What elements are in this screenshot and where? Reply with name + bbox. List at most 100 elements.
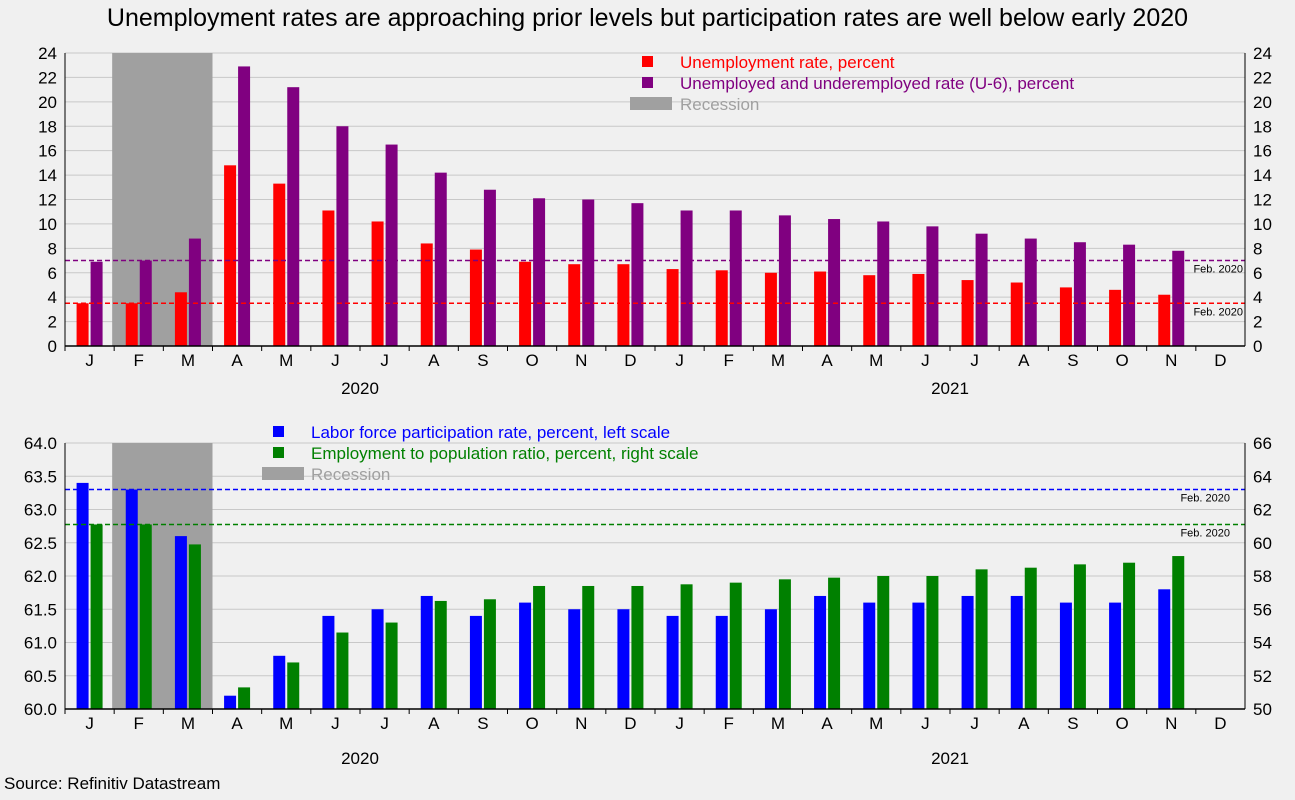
chart2-bar-s2 bbox=[778, 579, 791, 709]
chart1-bar-s1 bbox=[863, 275, 876, 346]
chart2-bar-s2 bbox=[680, 584, 693, 709]
chart2-x-tick-label: J bbox=[970, 714, 979, 733]
chart2-y-tick-left: 64.0 bbox=[24, 434, 57, 453]
chart1-x-tick-label: F bbox=[134, 351, 144, 370]
chart1-legend-label: Unemployment rate, percent bbox=[680, 53, 895, 72]
chart1-x-tick-label: F bbox=[724, 351, 734, 370]
chart1-bar-s2 bbox=[287, 87, 300, 346]
chart1-bar-s2 bbox=[483, 189, 496, 346]
chart2-bar-s2 bbox=[90, 524, 103, 709]
chart1-reference-label: Feb. 2020 bbox=[1193, 264, 1243, 276]
chart1-bar-s1 bbox=[764, 272, 777, 346]
chart2-bar-s1 bbox=[1109, 602, 1122, 709]
chart1-y-tick-right: 10 bbox=[1253, 215, 1272, 234]
chart1-x-tick-label: A bbox=[428, 351, 440, 370]
chart2-y-tick-left: 62.5 bbox=[24, 534, 57, 553]
chart2-bar-s2 bbox=[877, 576, 890, 709]
chart1-x-tick-label: J bbox=[85, 351, 94, 370]
chart1-x-tick-label: S bbox=[477, 351, 488, 370]
chart1-x-tick-label: A bbox=[821, 351, 833, 370]
chart1-bar-s2 bbox=[385, 144, 398, 346]
chart1-y-tick-left: 14 bbox=[38, 166, 57, 185]
chart1-bar-s2 bbox=[975, 233, 988, 346]
chart1-bar-s1 bbox=[322, 210, 335, 346]
chart1-y-tick-right: 12 bbox=[1253, 191, 1272, 210]
chart1-y-tick-right: 18 bbox=[1253, 117, 1272, 136]
chart2-bar-s1 bbox=[519, 602, 532, 709]
chart1-y-tick-right: 6 bbox=[1253, 264, 1262, 283]
chart2-bar-s1 bbox=[76, 482, 89, 709]
chart1-x-tick-label: J bbox=[921, 351, 930, 370]
chart2-bar-s1 bbox=[469, 615, 482, 709]
chart1-y-tick-right: 8 bbox=[1253, 239, 1262, 258]
chart2-x-tick-label: M bbox=[771, 714, 785, 733]
chart2-bar-s2 bbox=[434, 600, 447, 709]
chart2-bar-s1 bbox=[273, 655, 286, 709]
chart2-bar-s2 bbox=[1024, 567, 1037, 709]
chart1-y-tick-right: 24 bbox=[1253, 44, 1272, 63]
chart1-y-tick-right: 16 bbox=[1253, 142, 1272, 161]
chart1-x-tick-label: O bbox=[1115, 351, 1128, 370]
chart1-x-tick-label: M bbox=[279, 351, 293, 370]
chart2-bar-s1 bbox=[666, 615, 679, 709]
chart1-legend-swatch bbox=[642, 56, 653, 67]
chart2-legend-label: Employment to population ratio, percent,… bbox=[311, 444, 698, 463]
chart2-x-tick-label: S bbox=[477, 714, 488, 733]
chart1-bar-s2 bbox=[729, 210, 742, 346]
chart2-bar-s1 bbox=[715, 615, 728, 709]
chart1-y-tick-left: 24 bbox=[38, 44, 57, 63]
chart1-year-label: 2021 bbox=[931, 379, 969, 398]
chart1-bar-s1 bbox=[76, 303, 89, 346]
chart2-x-tick-label: J bbox=[85, 714, 94, 733]
chart2-bar-s1 bbox=[420, 595, 433, 709]
chart2-bar-s1 bbox=[224, 695, 237, 709]
chart1-bar-s2 bbox=[926, 226, 939, 346]
chart1-bar-s2 bbox=[1123, 244, 1136, 346]
chart1-bar-s1 bbox=[125, 303, 138, 346]
chart2-bar-s2 bbox=[729, 582, 742, 709]
chart1-y-tick-left: 20 bbox=[38, 93, 57, 112]
chart1-bar-s1 bbox=[715, 270, 728, 346]
chart2-bar-s2 bbox=[1172, 556, 1185, 709]
chart2-y-tick-right: 54 bbox=[1253, 634, 1272, 653]
chart2-x-tick-label: O bbox=[525, 714, 538, 733]
chart2-y-tick-right: 62 bbox=[1253, 501, 1272, 520]
chart1-x-tick-label: D bbox=[1214, 351, 1226, 370]
chart1-bar-s1 bbox=[814, 271, 827, 346]
chart2-x-tick-label: A bbox=[231, 714, 243, 733]
chart2-bar-s2 bbox=[336, 632, 349, 709]
chart2-x-tick-label: M bbox=[279, 714, 293, 733]
chart2-bar-s1 bbox=[814, 595, 827, 709]
chart2-x-tick-label: D bbox=[1214, 714, 1226, 733]
chart2-y-tick-right: 56 bbox=[1253, 600, 1272, 619]
chart2-bar-s2 bbox=[287, 662, 300, 709]
source-note: Source: Refinitiv Datastream bbox=[4, 774, 221, 793]
chart1-y-tick-left: 8 bbox=[48, 239, 57, 258]
chart2-y-tick-right: 50 bbox=[1253, 700, 1272, 719]
chart2-bar-s1 bbox=[912, 602, 925, 709]
chart2-x-tick-label: J bbox=[380, 714, 389, 733]
chart1-y-tick-left: 18 bbox=[38, 117, 57, 136]
chart1-bar-s2 bbox=[188, 238, 201, 346]
chart1-bar-s1 bbox=[174, 292, 187, 346]
chart2-x-tick-label: S bbox=[1067, 714, 1078, 733]
chart2-x-tick-label: A bbox=[821, 714, 833, 733]
chart1-legend-swatch bbox=[642, 77, 653, 88]
chart1-bar-s1 bbox=[568, 264, 581, 346]
chart1-legend-swatch-recession bbox=[630, 97, 672, 110]
chart2-y-tick-right: 66 bbox=[1253, 434, 1272, 453]
chart-title: Unemployment rates are approaching prior… bbox=[106, 4, 1189, 32]
chart2-reference-label: Feb. 2020 bbox=[1180, 493, 1230, 505]
chart2-x-tick-label: N bbox=[575, 714, 587, 733]
chart1-bar-s1 bbox=[617, 264, 630, 346]
chart1-bar-s1 bbox=[1059, 287, 1072, 346]
chart2-bar-s2 bbox=[631, 585, 644, 709]
chart1-bar-s1 bbox=[961, 280, 974, 346]
chart1-x-tick-label: J bbox=[675, 351, 684, 370]
chart2-bar-s1 bbox=[764, 609, 777, 709]
chart2-bar-s1 bbox=[568, 609, 581, 709]
chart2-legend-swatch bbox=[273, 426, 284, 437]
chart2-bar-s2 bbox=[975, 569, 988, 709]
chart1-x-tick-label: A bbox=[1018, 351, 1030, 370]
